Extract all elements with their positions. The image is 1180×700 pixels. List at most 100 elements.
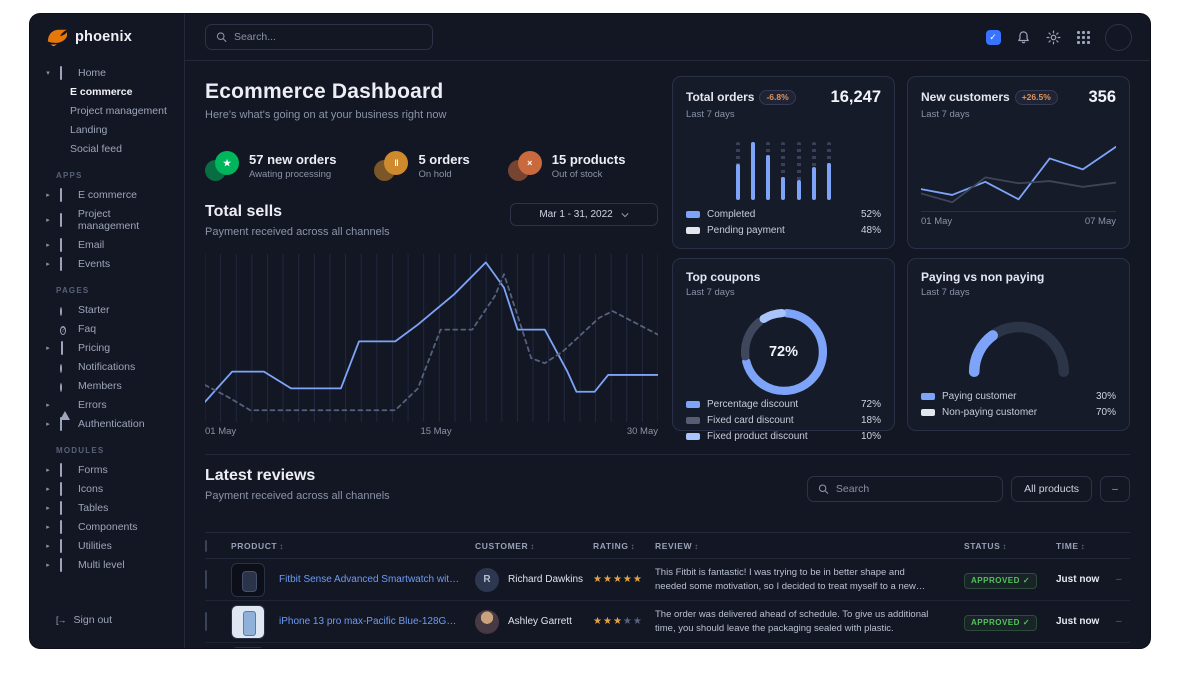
sidebar-item-landing[interactable]: Landing bbox=[70, 123, 108, 136]
latest-reviews-section: Latest reviews Payment received across a… bbox=[205, 467, 1130, 648]
star-icon: ★ bbox=[205, 151, 239, 181]
nav-section-label: MODULES bbox=[56, 446, 105, 455]
apps-grid-icon[interactable] bbox=[1075, 29, 1091, 45]
sidebar-item-sign-out[interactable]: [→ Sign out bbox=[30, 604, 184, 648]
pause-icon: ‖ bbox=[374, 151, 409, 181]
sidebar-item-multi-level[interactable]: ▸ Multi level bbox=[40, 555, 178, 574]
sidebar-item-e-commerce[interactable]: ▸ E commerce bbox=[40, 185, 178, 204]
legend-swatch bbox=[686, 400, 700, 408]
sidebar-item-events[interactable]: ▸ Events bbox=[40, 254, 178, 273]
app-window: phoenix ▾ Home E commerce Project managemen… bbox=[30, 14, 1150, 648]
sidebar-item-forms[interactable]: ▸ Forms bbox=[40, 460, 178, 479]
sidebar-item-label: Utilities bbox=[78, 539, 112, 552]
customer-name: Ashley Garrett bbox=[508, 616, 572, 627]
product-thumbnail bbox=[231, 646, 265, 648]
sidebar-item-starter[interactable]: Starter bbox=[40, 300, 178, 319]
logo-text: phoenix bbox=[75, 29, 132, 45]
sort-icon: ↕ bbox=[279, 541, 284, 551]
theme-checkbox-icon[interactable]: ✓ bbox=[985, 29, 1001, 45]
card-period: Last 7 days bbox=[686, 287, 735, 298]
row-menu-button[interactable]: – bbox=[1116, 574, 1122, 585]
legend-item-fixed-card-discount: Fixed card discount 18% bbox=[686, 412, 881, 428]
legend-label: Paying customer bbox=[942, 390, 1017, 402]
sign-out-label: Sign out bbox=[73, 614, 113, 626]
sidebar-item-home[interactable]: ▾ Home bbox=[40, 63, 178, 82]
question-circle-icon: ? bbox=[60, 325, 66, 335]
customer-cell: Ashley Garrett bbox=[475, 609, 593, 634]
row-checkbox[interactable] bbox=[205, 611, 207, 631]
order-bar bbox=[796, 142, 801, 200]
caret-right-icon: ▸ bbox=[46, 191, 50, 199]
star-filled-icon: ★ bbox=[602, 574, 613, 585]
phoenix-logo-icon bbox=[47, 29, 67, 47]
card-value: 16,247 bbox=[830, 88, 881, 106]
stat-title: 57 new orders bbox=[249, 152, 337, 167]
sidebar-item-errors[interactable]: ▸ Errors bbox=[40, 395, 178, 420]
change-badge: +26.5% bbox=[1014, 89, 1058, 105]
sidebar-item-notifications[interactable]: Notifications bbox=[40, 357, 178, 376]
sort-icon: ↕ bbox=[530, 541, 535, 551]
package-icon bbox=[59, 519, 71, 534]
reviews-menu-button[interactable]: – bbox=[1100, 476, 1130, 502]
sidebar-item-tables[interactable]: ▸ Tables bbox=[40, 498, 178, 517]
star-empty-icon: ★ bbox=[622, 616, 633, 627]
product-link[interactable]: Fitbit Sense Advanced Smartwatch with To… bbox=[279, 574, 475, 585]
envelope-icon bbox=[59, 237, 71, 252]
sidebar-item-project-management[interactable]: ▸ Project management bbox=[40, 204, 178, 235]
order-bar bbox=[735, 142, 740, 200]
stat-subtitle: Awating processing bbox=[249, 169, 332, 180]
sidebar-item-e-commerce[interactable]: E commerce bbox=[70, 85, 133, 98]
column-header-review[interactable]: REVIEW ↕ bbox=[655, 540, 699, 551]
sidebar-item-social-feed[interactable]: Social feed bbox=[70, 142, 122, 155]
reviews-search[interactable] bbox=[807, 476, 1004, 502]
row-menu-button[interactable]: – bbox=[1116, 616, 1122, 627]
layers-icon bbox=[59, 557, 71, 572]
caret-right-icon: ▸ bbox=[46, 561, 50, 569]
chevron-down-icon bbox=[621, 212, 629, 217]
sidebar-item-pricing[interactable]: ▸ Pricing bbox=[40, 338, 178, 357]
customer-avatar: R bbox=[475, 567, 499, 592]
sidebar-item-authentication[interactable]: ▸ Authentication bbox=[40, 414, 178, 433]
sidebar-item-label: Email bbox=[78, 238, 105, 251]
table-row: Fitbit Sense Advanced Smartwatch with To… bbox=[205, 559, 1130, 601]
column-header-time[interactable]: TIME ↕ bbox=[1056, 540, 1086, 551]
column-header-customer[interactable]: CUSTOMER ↕ bbox=[475, 540, 535, 551]
caret-right-icon: ▸ bbox=[46, 504, 50, 512]
caret-right-icon: ▸ bbox=[46, 216, 50, 224]
review-text: The order was delivered ahead of schedul… bbox=[655, 608, 929, 634]
star-filled-icon: ★ bbox=[593, 574, 603, 585]
product-link[interactable]: iPhone 13 pro max-Pacific Blue-128GB sto… bbox=[279, 616, 475, 627]
check-icon: ✓ bbox=[1022, 618, 1031, 628]
sidebar-item-members[interactable]: Members bbox=[40, 376, 178, 395]
sidebar-item-utilities[interactable]: ▸ Utilities bbox=[40, 536, 178, 555]
select-all-checkbox[interactable] bbox=[205, 539, 207, 552]
order-bar bbox=[827, 142, 832, 200]
legend-value: 18% bbox=[860, 414, 881, 426]
star-filled-icon: ★ bbox=[632, 574, 643, 585]
date-range-select[interactable]: Mar 1 - 31, 2022 bbox=[510, 203, 658, 226]
sidebar-item-icons[interactable]: ▸ Icons bbox=[40, 479, 178, 498]
total-sells-subtitle: Payment received across all channels bbox=[205, 226, 390, 238]
sidebar-item-email[interactable]: ▸ Email bbox=[40, 235, 178, 254]
reviews-search-input[interactable] bbox=[835, 483, 993, 495]
sidebar-item-project-management[interactable]: Project management bbox=[70, 104, 167, 117]
sidebar-item-faq[interactable]: ? Faq bbox=[40, 319, 178, 338]
search-input[interactable] bbox=[233, 31, 422, 43]
column-header-product[interactable]: PRODUCT ↕ bbox=[231, 540, 284, 551]
bell-icon[interactable] bbox=[1015, 29, 1031, 45]
column-header-rating[interactable]: RATING ↕ bbox=[593, 540, 636, 551]
all-products-filter[interactable]: All products bbox=[1011, 476, 1092, 502]
sidebar-item-components[interactable]: ▸ Components bbox=[40, 517, 178, 536]
column-header-status[interactable]: STATUS ↕ bbox=[964, 540, 1007, 551]
row-checkbox[interactable] bbox=[205, 569, 207, 589]
legend-value: 52% bbox=[860, 208, 881, 220]
rating-stars: ★★★★★ bbox=[593, 574, 655, 585]
product-thumbnail bbox=[231, 604, 265, 639]
status-badge: APPROVED ✓ bbox=[964, 572, 1038, 589]
legend-label: Fixed card discount bbox=[707, 414, 794, 426]
legend-swatch bbox=[686, 432, 700, 440]
phoenix-logo[interactable]: phoenix bbox=[30, 14, 184, 57]
global-search[interactable] bbox=[205, 24, 433, 50]
gear-icon[interactable] bbox=[1045, 29, 1061, 45]
user-avatar[interactable] bbox=[1105, 23, 1132, 51]
